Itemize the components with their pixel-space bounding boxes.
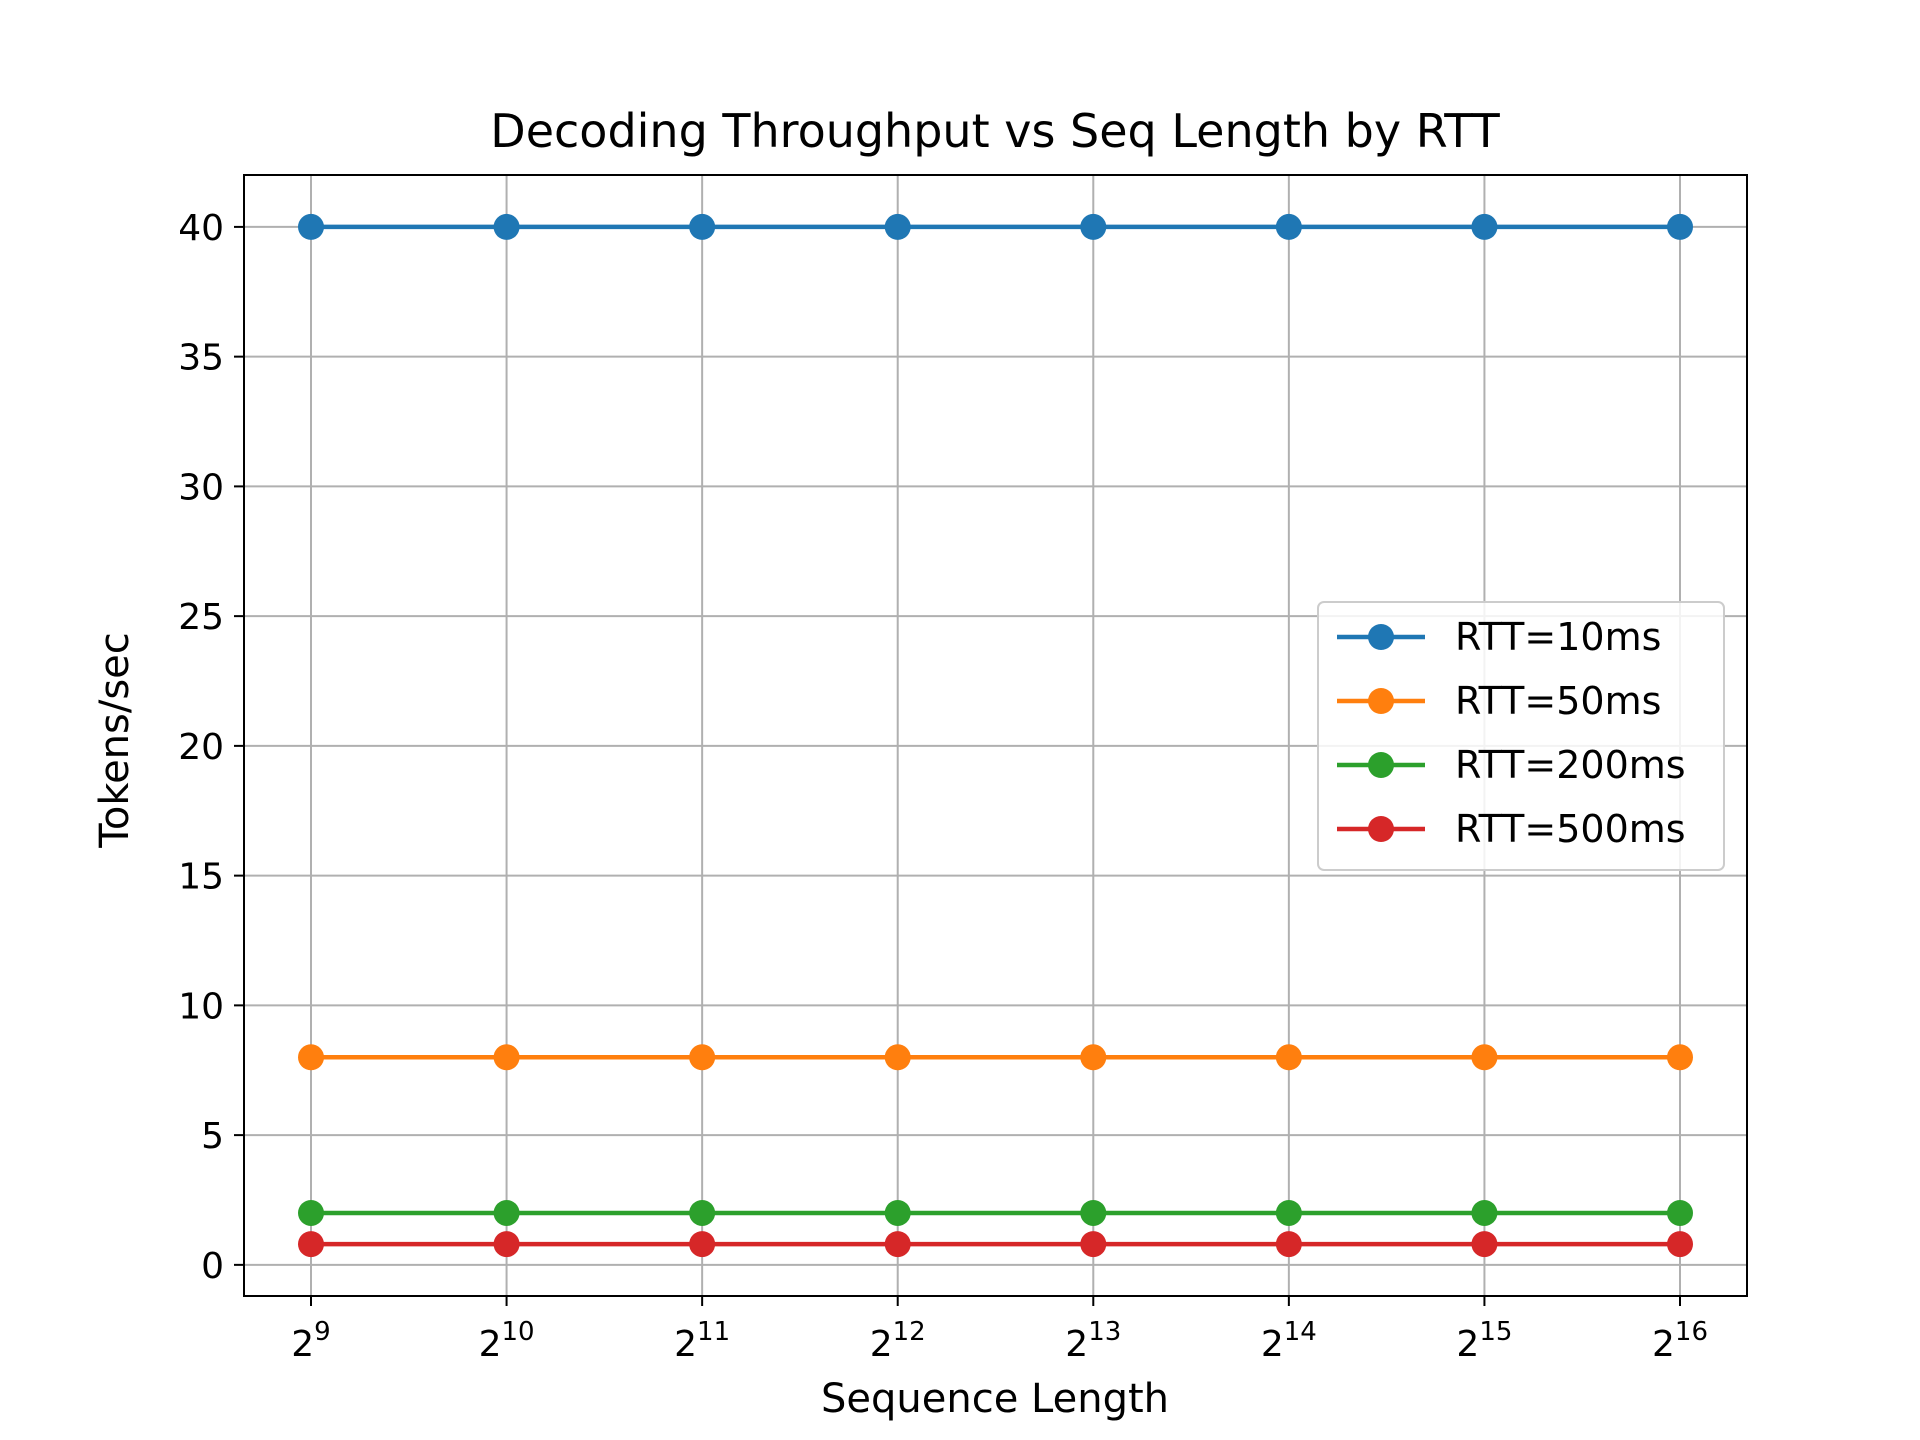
data-point	[1471, 1231, 1498, 1258]
y-tick-label: 35	[178, 338, 224, 379]
data-point	[1275, 1199, 1302, 1226]
grid-lines	[244, 175, 1747, 1296]
legend-label: RTT=200ms	[1455, 743, 1686, 787]
y-tick-label: 10	[178, 986, 224, 1027]
data-point	[1471, 1199, 1498, 1226]
x-tick-label: 216	[1652, 1317, 1708, 1365]
data-point	[298, 213, 324, 240]
legend-swatch-marker	[1368, 688, 1394, 714]
legend-item: RTT=200ms	[1337, 743, 1686, 787]
data-point	[1667, 1199, 1693, 1226]
legend-label: RTT=500ms	[1455, 807, 1686, 851]
legend-label: RTT=10ms	[1455, 615, 1661, 659]
legend-label: RTT=50ms	[1455, 679, 1661, 723]
x-tick-label: 210	[479, 1317, 535, 1365]
x-tick-label: 29	[291, 1317, 330, 1365]
series-RTT=500ms	[298, 1231, 1693, 1258]
y-tick-label: 5	[201, 1116, 224, 1157]
x-tick-label: 214	[1261, 1317, 1317, 1365]
legend-item: RTT=50ms	[1337, 679, 1661, 723]
x-axis-label: Sequence Length	[821, 1376, 1169, 1422]
x-tick-label: 211	[674, 1317, 730, 1365]
y-tick-label: 20	[178, 727, 224, 768]
data-point	[689, 1231, 716, 1258]
legend: RTT=10ms RTT=50ms RTT=200ms RTT=500ms	[1317, 601, 1725, 871]
data-point	[689, 213, 716, 240]
legend-item: RTT=500ms	[1337, 807, 1686, 851]
chart-title: Decoding Throughput vs Seq Length by RTT	[490, 104, 1500, 158]
data-point	[1275, 1044, 1302, 1071]
x-tick-label: 212	[870, 1317, 926, 1365]
data-point	[1080, 1199, 1107, 1226]
y-tick-label: 0	[201, 1246, 224, 1287]
x-axis-ticks: 29 210 211 212 213 214 215 216	[291, 1296, 1708, 1365]
data-point	[884, 213, 911, 240]
data-point	[689, 1199, 716, 1226]
data-point	[1667, 1231, 1693, 1258]
series-layer	[298, 213, 1693, 1258]
data-point	[1471, 213, 1498, 240]
series-RTT=10ms	[298, 213, 1693, 240]
legend-swatch-marker	[1368, 752, 1394, 778]
data-point	[884, 1199, 911, 1226]
data-point	[689, 1044, 716, 1071]
data-point	[298, 1044, 324, 1071]
data-point	[1080, 1231, 1107, 1258]
legend-swatch-marker	[1368, 816, 1394, 842]
data-point	[1667, 213, 1693, 240]
legend-swatch-marker	[1368, 624, 1394, 650]
y-tick-label: 40	[178, 208, 224, 249]
data-point	[493, 1044, 520, 1071]
y-axis-label: Tokens/sec	[92, 632, 138, 849]
y-tick-label: 15	[178, 857, 224, 898]
data-point	[1080, 1044, 1107, 1071]
legend-item: RTT=10ms	[1337, 615, 1661, 659]
series-RTT=200ms	[298, 1199, 1693, 1226]
y-axis-ticks: 0 5 10 15 20 25 30 35 40	[178, 208, 244, 1287]
data-point	[1275, 213, 1302, 240]
x-tick-label: 215	[1456, 1317, 1512, 1365]
data-point	[1080, 213, 1107, 240]
data-point	[884, 1231, 911, 1258]
x-tick-label: 213	[1065, 1317, 1121, 1365]
series-RTT=50ms	[298, 1044, 1693, 1071]
data-point	[1667, 1044, 1693, 1071]
legend-box	[1317, 601, 1725, 871]
data-point	[493, 1199, 520, 1226]
data-point	[493, 1231, 520, 1258]
data-point	[493, 213, 520, 240]
y-tick-label: 25	[178, 597, 224, 638]
data-point	[298, 1199, 324, 1226]
data-point	[1471, 1044, 1498, 1071]
plot-frame	[243, 174, 1748, 1297]
data-point	[1275, 1231, 1302, 1258]
data-point	[884, 1044, 911, 1071]
y-tick-label: 30	[178, 467, 224, 508]
data-point	[298, 1231, 324, 1258]
